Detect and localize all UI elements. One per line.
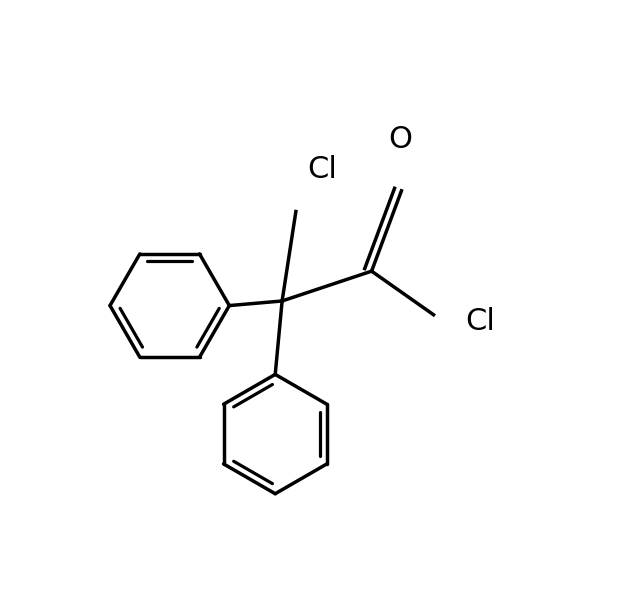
Text: Cl: Cl (466, 307, 495, 336)
Text: Cl: Cl (307, 155, 337, 184)
Text: O: O (388, 125, 413, 154)
